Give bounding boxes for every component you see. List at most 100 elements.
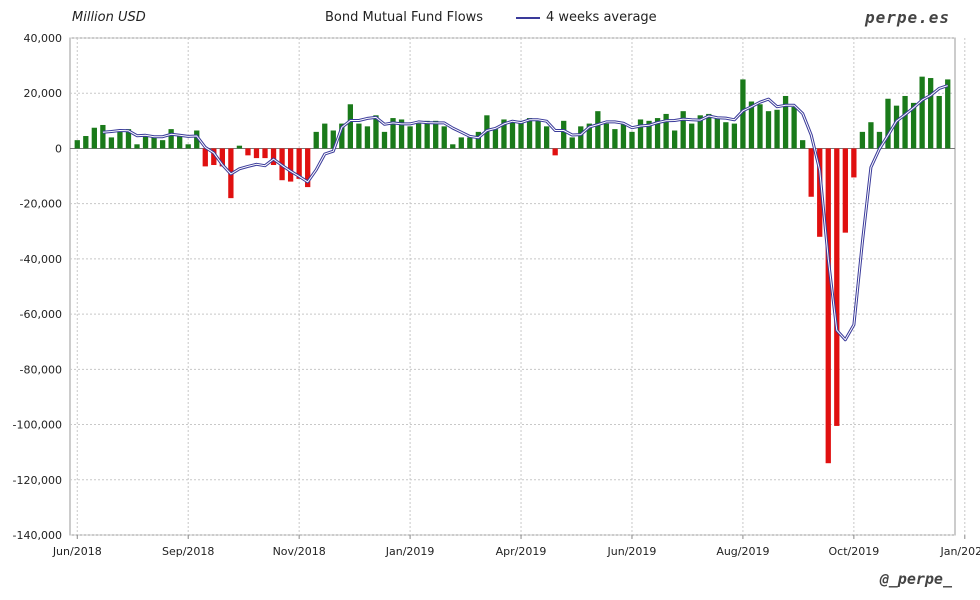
y-tick-label: -140,000 bbox=[13, 529, 62, 542]
flow-bar bbox=[441, 126, 447, 149]
flow-bar bbox=[168, 129, 174, 149]
flow-bar bbox=[552, 148, 558, 156]
flow-bar bbox=[689, 123, 695, 149]
flow-bar bbox=[296, 148, 302, 179]
flow-bar bbox=[885, 98, 891, 149]
flow-bar bbox=[134, 144, 140, 149]
flow-bar bbox=[535, 119, 541, 149]
flow-bar bbox=[415, 123, 422, 149]
flow-bar bbox=[509, 120, 516, 149]
legend-line-swatch bbox=[516, 16, 540, 19]
flow-bar bbox=[808, 148, 814, 197]
x-tick-label: Oct/2019 bbox=[828, 545, 879, 558]
y-tick-label: 0 bbox=[55, 142, 62, 155]
flow-bar bbox=[774, 109, 780, 149]
flow-bar bbox=[663, 113, 669, 149]
flow-bar bbox=[851, 148, 857, 178]
flow-bar bbox=[569, 137, 575, 149]
flow-bar bbox=[791, 107, 797, 149]
flow-bar bbox=[151, 137, 157, 149]
flow-bar bbox=[518, 120, 524, 149]
x-tick-label: Apr/2019 bbox=[496, 545, 547, 558]
flow-bar bbox=[578, 126, 584, 149]
flow-bar bbox=[475, 131, 482, 149]
flow-bar bbox=[364, 126, 371, 149]
flow-bar bbox=[194, 130, 200, 149]
flow-bar bbox=[936, 95, 942, 149]
legend: 4 weeks average bbox=[516, 10, 657, 25]
flow-bar bbox=[612, 129, 618, 149]
x-tick-label: Jun/2019 bbox=[607, 545, 657, 558]
y-tick-label: -60,000 bbox=[20, 308, 62, 321]
flow-bar bbox=[262, 148, 268, 159]
x-tick-label: Jan/2019 bbox=[385, 545, 435, 558]
flow-bar bbox=[561, 120, 567, 149]
legend-label: 4 weeks average bbox=[546, 10, 657, 25]
flow-bar bbox=[748, 101, 755, 149]
flow-bar bbox=[177, 134, 183, 149]
flow-bar bbox=[433, 120, 439, 149]
flow-bar bbox=[185, 144, 191, 149]
flow-bar bbox=[501, 119, 507, 149]
x-tick-label: Aug/2019 bbox=[716, 545, 769, 558]
flow-bar bbox=[817, 148, 823, 237]
flow-bar bbox=[253, 148, 260, 159]
flow-bar bbox=[859, 131, 866, 149]
flow-bar bbox=[467, 137, 473, 149]
flow-bar bbox=[765, 111, 772, 149]
flow-bar bbox=[91, 127, 97, 149]
y-tick-label: -20,000 bbox=[20, 198, 62, 211]
flow-bar bbox=[211, 148, 217, 166]
flow-bar bbox=[339, 123, 345, 149]
average-line bbox=[102, 84, 949, 342]
flow-bar bbox=[842, 148, 848, 233]
flow-bar bbox=[893, 105, 900, 149]
flow-bar bbox=[543, 126, 550, 149]
flow-bar bbox=[313, 131, 319, 149]
flow-bar bbox=[347, 104, 353, 149]
flow-bar bbox=[159, 140, 166, 149]
y-tick-label: -80,000 bbox=[20, 363, 62, 376]
x-tick-label: Sep/2018 bbox=[162, 545, 214, 558]
flow-bar bbox=[825, 148, 831, 464]
flow-bar bbox=[595, 111, 601, 149]
flow-bar bbox=[373, 115, 379, 149]
flow-bar bbox=[876, 131, 883, 149]
flow-bar bbox=[868, 122, 874, 149]
flow-bar bbox=[390, 118, 396, 149]
y-tick-label: -100,000 bbox=[13, 419, 62, 432]
flow-bar bbox=[919, 76, 925, 149]
flow-bar bbox=[706, 113, 712, 149]
flow-bar bbox=[142, 136, 149, 149]
flow-bar bbox=[731, 123, 738, 149]
flow-bar bbox=[723, 122, 729, 149]
flow-bar bbox=[714, 118, 720, 149]
bars bbox=[74, 76, 951, 464]
y-tick-label: -120,000 bbox=[13, 474, 62, 487]
flow-bar bbox=[782, 95, 789, 149]
flow-bar bbox=[637, 119, 644, 149]
brand-watermark: perpe.es bbox=[864, 8, 950, 27]
flow-bar bbox=[945, 79, 951, 149]
flow-bar bbox=[603, 123, 610, 149]
social-handle: @_perpe_ bbox=[879, 570, 952, 588]
flow-bar bbox=[646, 120, 652, 149]
chart-title: Bond Mutual Fund Flows bbox=[325, 10, 484, 25]
flow-bar bbox=[902, 95, 908, 149]
flow-bar bbox=[305, 148, 311, 188]
flow-bar bbox=[492, 129, 499, 149]
x-tick-label: Jan/2020 bbox=[939, 545, 980, 558]
x-tick-label: Nov/2018 bbox=[273, 545, 326, 558]
flow-bar bbox=[697, 115, 703, 149]
flow-bar bbox=[458, 137, 464, 149]
flow-bar bbox=[398, 119, 405, 149]
flow-bar bbox=[757, 104, 763, 149]
flow-bar bbox=[381, 131, 388, 149]
flow-bar bbox=[287, 148, 294, 182]
flow-bar bbox=[450, 144, 456, 149]
flow-bar bbox=[620, 123, 627, 149]
flow-bar bbox=[245, 148, 251, 156]
flow-bar bbox=[407, 126, 413, 149]
flow-bar bbox=[800, 140, 806, 149]
average-line-inner bbox=[102, 85, 948, 341]
